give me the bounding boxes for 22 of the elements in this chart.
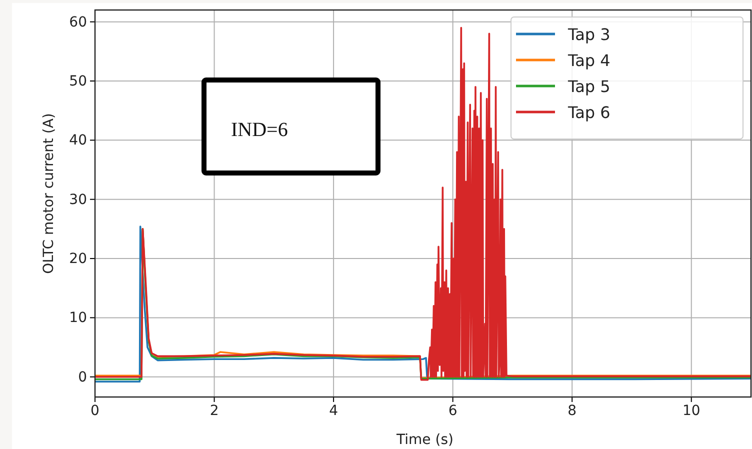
x-tick-label: 8 bbox=[568, 402, 577, 419]
annotation: IND=6 bbox=[231, 119, 288, 141]
y-tick-label: 30 bbox=[69, 192, 87, 208]
legend-label: Tap 4 bbox=[567, 51, 610, 70]
x-tick-label: 4 bbox=[329, 402, 338, 419]
y-tick-label: 20 bbox=[69, 251, 87, 268]
y-tick-label: 10 bbox=[69, 310, 87, 326]
legend-label: Tap 3 bbox=[567, 25, 610, 44]
y-tick-label: 50 bbox=[69, 73, 87, 90]
x-tick-label: 0 bbox=[90, 402, 100, 419]
y-tick-label: 40 bbox=[69, 132, 87, 149]
x-tick-label: 10 bbox=[682, 402, 700, 419]
y-tick-label: 0 bbox=[78, 369, 87, 386]
line-series bbox=[95, 26, 751, 381]
y-tick-label: 60 bbox=[69, 14, 87, 30]
x-tick-label: 2 bbox=[210, 402, 219, 419]
text-box: IND=6 bbox=[202, 78, 380, 176]
x-tick-label: 6 bbox=[448, 402, 458, 419]
y-axis-title: OLTC motor current (A) bbox=[41, 113, 57, 274]
x-axis-title: Time (s) bbox=[396, 432, 454, 448]
legend-label: Tap 5 bbox=[567, 77, 610, 96]
legend-label: Tap 6 bbox=[567, 103, 610, 122]
